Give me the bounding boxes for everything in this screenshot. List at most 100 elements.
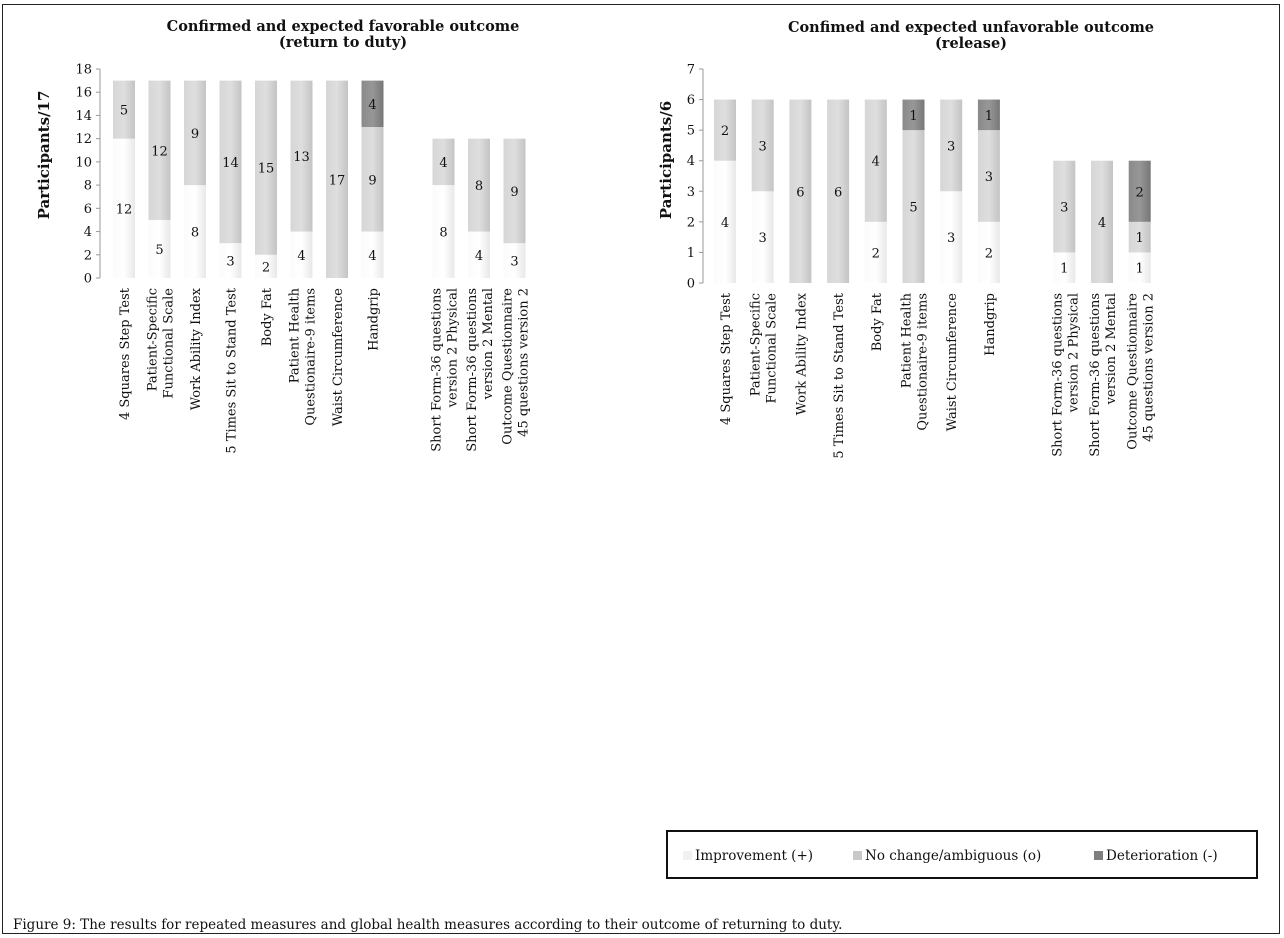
bar-value-label: 4 <box>368 98 376 113</box>
y-tick-label: 3 <box>687 185 695 200</box>
bar-segment <box>113 138 135 278</box>
y-tick-label: 1 <box>687 246 695 261</box>
bar-segment <box>751 99 774 192</box>
bar-segment <box>940 191 963 283</box>
y-tick-label: 0 <box>84 272 92 287</box>
bar-value-label: 2 <box>1136 185 1144 200</box>
bar-segment <box>751 191 774 283</box>
bar-value-label: 3 <box>947 231 955 246</box>
bar-value-label: 1 <box>1060 262 1068 277</box>
bar-value-label: 5 <box>155 243 163 258</box>
bar-segment <box>432 138 455 186</box>
bar-segment <box>219 80 242 244</box>
bar-value-label: 14 <box>222 156 239 171</box>
category-label: Handgrip <box>367 288 382 351</box>
bar-segment <box>940 99 963 192</box>
bar-segment <box>255 80 277 255</box>
bar-segment <box>432 185 455 278</box>
y-tick-label: 2 <box>84 248 92 263</box>
bar-value-label: 6 <box>834 185 842 200</box>
category-label: Waist Circumference <box>331 288 346 427</box>
y-tick-label: 16 <box>75 86 92 101</box>
bar-value-label: 8 <box>439 226 447 241</box>
category-label: Patient-Specific <box>749 293 764 396</box>
category-label: Short Form-36 questions <box>465 288 480 452</box>
y-tick-label: 0 <box>687 277 695 292</box>
chart-right: Confimed and expected unfavorable outcom… <box>657 19 1157 459</box>
bar-segment <box>503 138 526 244</box>
bar-segment <box>113 80 135 139</box>
bar-value-label: 2 <box>721 124 729 139</box>
category-label: version 2 Physical <box>446 288 461 408</box>
bar-value-label: 3 <box>759 139 767 154</box>
y-tick-label: 6 <box>84 202 92 217</box>
bar-value-label: 1 <box>909 109 917 124</box>
bar-segment <box>219 243 242 278</box>
bar-segment <box>1053 252 1076 283</box>
y-tick-label: 4 <box>84 225 92 240</box>
legend: Improvement (+) No change/ambiguous (o) De… <box>666 830 1258 879</box>
category-label: Waist Circumference <box>945 293 960 432</box>
chart-title-line: Confimed and expected unfavorable outcom… <box>788 19 1154 36</box>
bar-segment <box>361 127 384 232</box>
y-tick-label: 6 <box>687 93 695 108</box>
bar-value-label: 5 <box>909 201 917 216</box>
category-label: Functional Scale <box>162 288 177 399</box>
category-label: Functional Scale <box>765 293 780 404</box>
figure-frame: Confirmed and expected favorable outcome… <box>2 4 1280 934</box>
legend-label: No change/ambiguous (o) <box>865 848 1041 864</box>
category-label: Questionaire-9 items <box>916 293 931 431</box>
category-label: 4 Squares Step Test <box>719 292 734 425</box>
bar-segment <box>361 231 384 278</box>
bar-segment <box>864 99 887 222</box>
category-label: Work Ability Index <box>189 287 204 410</box>
category-label: 5 Times Sit to Stand Test <box>832 292 847 458</box>
legend-box <box>666 830 1258 879</box>
bar-segment <box>1091 160 1113 283</box>
y-tick-label: 10 <box>75 155 92 170</box>
bar-value-label: 3 <box>226 255 234 270</box>
bar-value-label: 9 <box>510 185 518 200</box>
bar-value-label: 2 <box>262 260 270 275</box>
bar-value-label: 17 <box>329 173 346 188</box>
bar-value-label: 9 <box>191 127 199 142</box>
bar-value-label: 4 <box>1098 216 1106 231</box>
bar-value-label: 8 <box>191 226 199 241</box>
bar-value-label: 3 <box>1060 201 1068 216</box>
bar-value-label: 3 <box>510 255 518 270</box>
chart-title-line: (release) <box>935 35 1007 52</box>
category-label: Questionaire-9 items <box>304 288 319 426</box>
bar-segment <box>326 80 348 278</box>
bar-segment <box>148 80 171 220</box>
category-label: Outcome Questionnaire <box>1126 293 1141 450</box>
bar-value-label: 1 <box>985 109 993 124</box>
bar-value-label: 13 <box>293 150 310 165</box>
y-tick-label: 14 <box>75 109 92 124</box>
category-label: Outcome Questionnaire <box>501 288 516 445</box>
bar-segment <box>184 185 206 278</box>
bar-value-label: 5 <box>120 104 128 119</box>
bar-segment <box>714 160 736 283</box>
bar-segment <box>1128 252 1151 283</box>
category-label: Patient-Specific <box>146 288 161 391</box>
category-label: Handgrip <box>983 293 998 356</box>
figure-canvas: Confirmed and expected favorable outcome… <box>35 18 1258 879</box>
bar-segment <box>255 254 277 278</box>
chart-title-line: (return to duty) <box>279 34 407 51</box>
category-label: version 2 Physical <box>1066 293 1081 413</box>
bar-value-label: 9 <box>368 173 376 188</box>
bar-value-label: 3 <box>985 170 993 185</box>
y-tick-label: 4 <box>687 154 695 169</box>
bar-value-label: 4 <box>297 249 305 264</box>
y-axis-label: Participants/6 <box>657 101 675 219</box>
category-label: Body Fat <box>260 287 275 346</box>
bar-value-label: 2 <box>872 246 880 261</box>
y-tick-label: 18 <box>75 63 92 78</box>
bar-value-label: 4 <box>721 216 729 231</box>
chart-title-line: Confirmed and expected favorable outcome <box>167 18 520 35</box>
y-tick-label: 7 <box>687 63 695 78</box>
bar-segment <box>902 99 925 131</box>
bar-segment <box>977 130 1000 222</box>
bar-segment <box>714 99 736 161</box>
bar-segment <box>1128 160 1151 222</box>
